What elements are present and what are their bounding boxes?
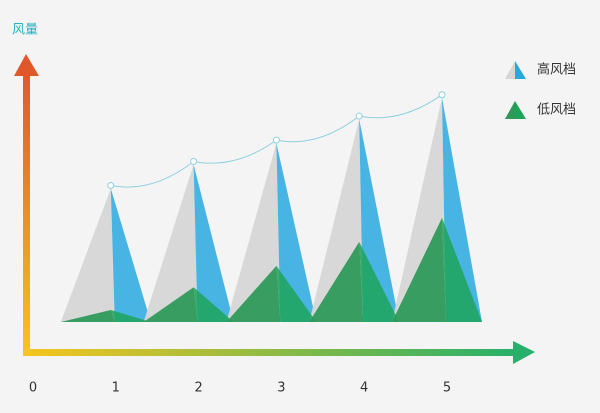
pyramid-left-face	[143, 287, 198, 322]
x-tick-label: 0	[29, 381, 37, 396]
x-axis-arrow	[513, 341, 535, 364]
pyramid-right-face	[193, 164, 234, 322]
pyramid-right-face	[442, 217, 482, 322]
x-tick-label: 4	[360, 381, 368, 396]
legend-label: 高风档	[537, 62, 576, 78]
legend-left-face	[505, 101, 515, 119]
y-axis-label: 风量	[12, 23, 38, 38]
pyramid-right-face	[276, 143, 317, 322]
legend-right-face	[515, 101, 526, 119]
x-tick-label: 3	[277, 381, 285, 396]
peak-dot	[272, 136, 280, 144]
pyramid-left-face	[392, 217, 446, 322]
pyramid-right-face	[110, 309, 151, 322]
x-tick-label: 2	[194, 381, 202, 396]
peak-dot	[190, 157, 198, 165]
peak-dot	[107, 182, 115, 189]
x-tick-label: 1	[112, 381, 120, 396]
x-axis	[23, 349, 517, 356]
legend-label: 低风档	[537, 103, 576, 118]
legend-right-face	[515, 61, 526, 79]
pyramid-right-face	[110, 188, 151, 322]
pyramid-left-face	[60, 309, 115, 322]
pyramid-right-face	[359, 241, 400, 322]
pyramid-left-face	[309, 241, 364, 322]
peak-dot	[355, 112, 363, 120]
peak-dot	[438, 91, 446, 99]
pyramid-right-face	[276, 265, 317, 322]
y-axis-arrow	[14, 54, 39, 76]
legend-left-face	[505, 61, 515, 79]
pyramid-left-face	[60, 188, 115, 322]
pyramid-left-face	[143, 164, 198, 322]
pyramid-left-face	[226, 265, 281, 322]
pyramid-right-face	[193, 287, 234, 322]
x-tick-label: 5	[443, 381, 451, 396]
y-axis	[23, 72, 30, 356]
